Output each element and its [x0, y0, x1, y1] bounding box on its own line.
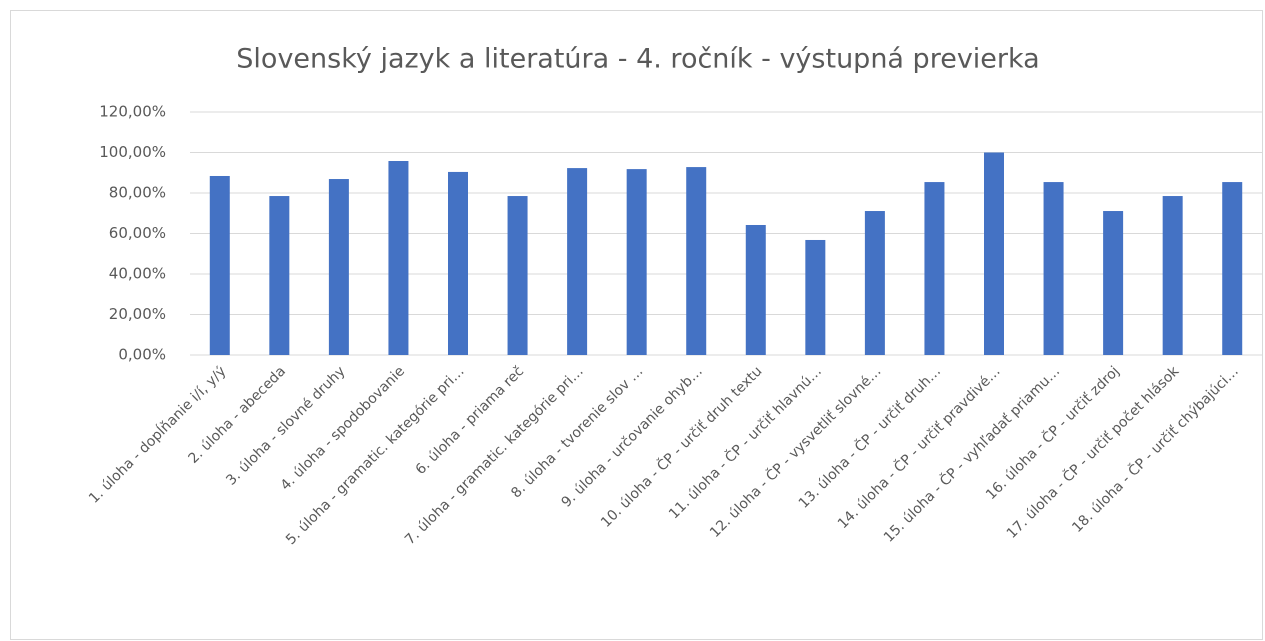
bar: [924, 182, 945, 355]
bar: [626, 169, 647, 355]
y-tick-label: 80,00%: [109, 184, 166, 202]
bar: [805, 239, 826, 355]
y-tick-label: 120,00%: [99, 103, 166, 121]
y-tick-label: 40,00%: [109, 265, 166, 283]
bar: [745, 224, 766, 355]
bar: [567, 168, 588, 355]
bar: [1043, 182, 1064, 355]
bar: [269, 196, 290, 355]
bar: [984, 152, 1004, 355]
y-tick-label: 20,00%: [109, 305, 166, 323]
bar: [209, 175, 230, 355]
y-tick-label: 60,00%: [109, 224, 166, 242]
y-tick-label: 100,00%: [99, 143, 166, 161]
bar: [388, 161, 409, 355]
bar: [448, 171, 468, 355]
y-tick-label: 0,00%: [118, 346, 166, 364]
bar: [1162, 196, 1183, 355]
chart-title: Slovenský jazyk a literatúra - 4. ročník…: [236, 44, 1039, 75]
bar: [1103, 211, 1124, 355]
bar: [1222, 182, 1243, 355]
bar: [507, 196, 528, 355]
bar: [864, 211, 885, 355]
bar: [328, 179, 349, 355]
bar: [686, 167, 707, 355]
